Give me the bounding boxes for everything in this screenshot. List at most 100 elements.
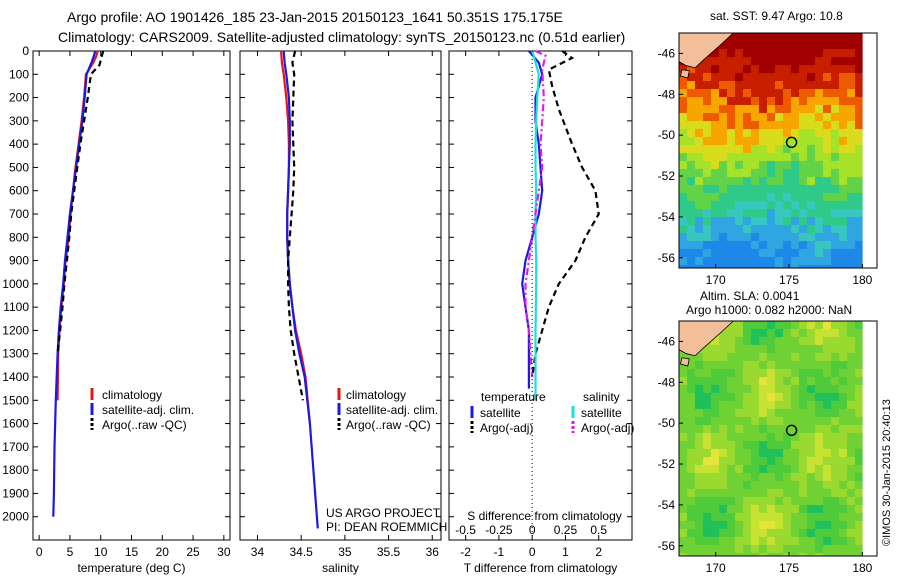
sla-map-cell [743,529,752,538]
sla-map-cell [855,337,863,346]
sst-map-cell [807,33,816,42]
temperature-xtick-label: 20 [156,545,170,559]
sla-map-cell [799,473,808,482]
sst-map-cell [687,113,696,122]
salinity-panel: 34 34.5 35 35.5 36 salinity climatologysatelli… [239,50,442,575]
sst-map-cell [703,233,712,242]
sst-map-cell [807,193,816,202]
sla-map-cell [687,377,696,386]
sst-map-cell [775,121,784,130]
sst-map-cell [855,41,863,50]
sla-map-cell [791,529,800,538]
sla-map-cell [679,457,688,466]
temperature-ytick-label: 800 [9,230,29,244]
sla-map-cell [823,529,832,538]
sst-map-cell [767,89,776,98]
sla-map-cell [735,449,744,458]
sla-map-cell [751,361,760,370]
sst-map-cell [775,153,784,162]
salinity-legend-label: climatology [346,388,406,402]
sla-map-cell [783,353,792,362]
sla-map-cell [719,377,728,386]
sst-map-cell [727,249,736,258]
sst-map-cell [815,105,824,114]
sst-map-cell [703,161,712,170]
sla-map-cell [855,353,863,362]
sla-map-cell [839,425,848,434]
sla-map-cell [711,441,720,450]
sst-map-cell [759,113,768,122]
sst-map-cell [767,145,776,154]
sst-map-cell [719,97,728,106]
sst-map-cell [855,137,863,146]
sst-map-cell [751,113,760,122]
sst-map-cell [831,113,840,122]
sst-map-cell [847,57,856,66]
temperature-legend-label: climatology [102,388,162,402]
sst-map-cell [719,145,728,154]
sla-map-cell [711,337,720,346]
sla-map-cell [687,369,696,378]
sla-map-cell [719,425,728,434]
sst-map-cell [807,113,816,122]
sst-map-cell [687,201,696,210]
sst-map-cell [823,217,832,226]
sla-map-cell [783,497,792,506]
temperature-ytick-label: 600 [9,184,29,198]
sla-map-cell [743,361,752,370]
sst-map-cell [767,65,776,74]
sla-map-cell [743,409,752,418]
sst-map-cell [855,129,863,138]
sla-map-cell [775,497,784,506]
sst-map-cell [799,113,808,122]
sla-map-cell [735,393,744,402]
sla-map-cell [775,537,784,546]
sla-map-cell [703,345,712,354]
sst-map-cell [743,193,752,202]
sla-map-xtick-label: 170 [706,561,726,575]
sst-map-cell [679,169,688,178]
sst-map-cell [703,89,712,98]
sst-map-cell [711,201,720,210]
sla-map-cell [847,553,856,557]
sla-map-cell [807,353,816,362]
sla-map-cell [847,441,856,450]
sla-map-cell [783,361,792,370]
sla-map-cell [751,345,760,354]
sst-map-cell [847,233,856,242]
sla-map-cell [775,529,784,538]
sst-map-cell [855,113,863,122]
sla-map-cell [703,465,712,474]
sla-map-cell [831,393,840,402]
sst-map-cell [735,137,744,146]
sst-map-cell [759,41,768,50]
sla-map-cell [839,441,848,450]
sla-map-cell [815,433,824,442]
sla-map-cell [815,369,824,378]
sst-map-cell [735,113,744,122]
sst-map-cell [807,57,816,66]
sst-map-cell [711,57,720,66]
sst-map-cell [815,97,824,106]
sla-map-cell [727,345,736,354]
difference-top-tick-label: -0.5 [455,523,476,537]
sla-map-cell [703,353,712,362]
sst-map-cell [719,137,728,146]
sst-map-cell [783,33,792,42]
sla-map-cell [839,329,848,338]
sst-map-cell [775,265,784,269]
sst-map-cell [799,121,808,130]
sst-map-cell [687,177,696,186]
sst-map-panel: 170 175 180 -46 -48 -50 -52 -54 -56 [658,32,878,287]
sst-map-cell [759,89,768,98]
sla-map-cell [751,473,760,482]
sla-map-cell [679,425,688,434]
sst-map-cell [847,201,856,210]
sst-map-float-marker [785,136,798,149]
sla-map-cell [775,409,784,418]
sst-map-cell [823,153,832,162]
sst-map-cell [751,97,760,106]
sla-map-cell [799,401,808,410]
sst-map-cell [727,185,736,194]
sla-map-cell [703,481,712,490]
